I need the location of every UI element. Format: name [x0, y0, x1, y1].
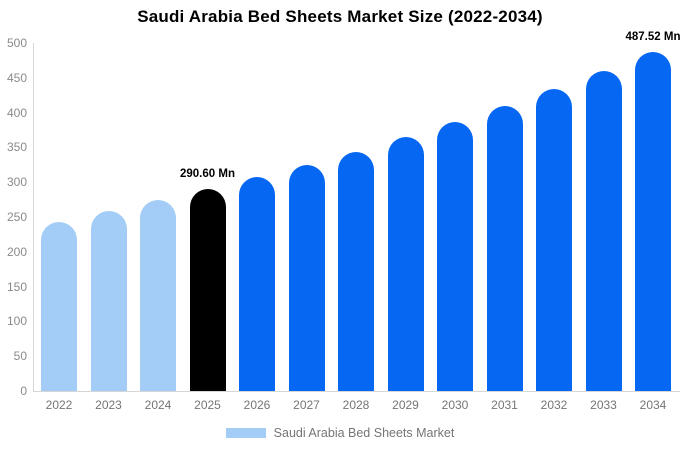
x-label-2023: 2023: [95, 398, 122, 412]
y-tick-450: 450: [6, 70, 27, 85]
x-label-2030: 2030: [441, 398, 469, 412]
y-tick-400: 400: [6, 105, 27, 120]
x-label-2033: 2033: [590, 398, 617, 412]
y-tick-200: 200: [6, 244, 27, 259]
chart-title: Saudi Arabia Bed Sheets Market Size (202…: [137, 7, 543, 26]
x-label-2026: 2026: [243, 398, 271, 412]
bar-2033: [585, 70, 622, 391]
x-label-2032: 2032: [540, 398, 568, 412]
y-tick-300: 300: [6, 175, 27, 190]
bar-2028: [338, 151, 374, 391]
x-axis-line: [33, 391, 680, 392]
bar-2025: [189, 188, 226, 391]
x-label-2028: 2028: [342, 398, 370, 412]
y-tick-500: 500: [6, 36, 27, 50]
bar-2032: [536, 88, 572, 391]
y-tick-50: 50: [13, 349, 27, 364]
bar-2030: [437, 121, 473, 391]
bar-2024: [140, 200, 176, 391]
y-tick-0: 0: [20, 384, 27, 398]
x-label-2022: 2022: [45, 398, 73, 412]
bar-value-label-2025: 290.60 Mn: [180, 167, 235, 180]
x-label-2024: 2024: [144, 398, 172, 412]
legend-label: Saudi Arabia Bed Sheets Market: [273, 426, 455, 440]
x-label-2031: 2031: [491, 398, 518, 412]
y-tick-350: 350: [6, 140, 27, 155]
x-label-2025: 2025: [194, 398, 221, 412]
y-axis-line: [33, 43, 34, 391]
y-tick-150: 150: [6, 279, 27, 294]
bar-2023: [90, 211, 127, 391]
x-label-2034: 2034: [639, 398, 667, 412]
x-label-2027: 2027: [293, 398, 320, 412]
bar-2026: [239, 177, 275, 391]
bar-2031: [486, 105, 523, 391]
bar-2034: [635, 51, 671, 391]
bar-value-label-2034: 487.52 Mn: [625, 30, 680, 43]
y-tick-100: 100: [6, 314, 27, 329]
bar-2027: [288, 164, 325, 391]
y-tick-250: 250: [6, 210, 27, 224]
bar-2022: [41, 221, 77, 391]
x-label-2029: 2029: [392, 398, 419, 412]
legend[interactable]: Saudi Arabia Bed Sheets Market: [0, 426, 680, 440]
legend-swatch: [225, 428, 266, 438]
bar-2029: [387, 136, 424, 391]
